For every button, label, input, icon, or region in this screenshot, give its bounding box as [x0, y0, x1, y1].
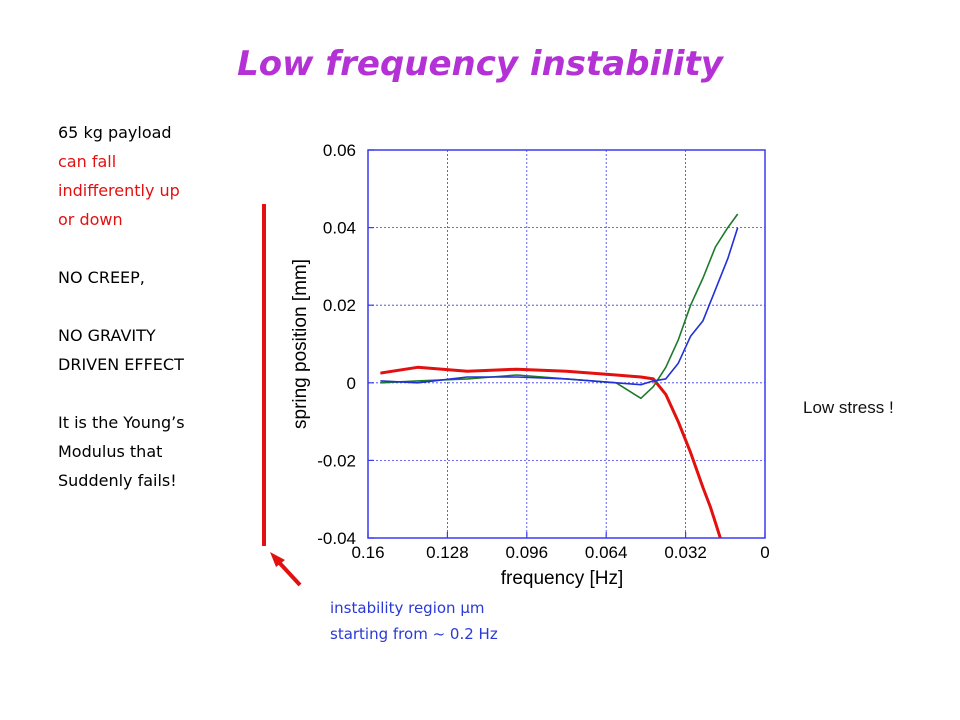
- x-tick-label: 0.064: [585, 543, 628, 562]
- spring-position-chart: 0.16 0.128 0.096 0.064 0.032 0 0.06 0.04 0.02 0 -0…: [0, 0, 960, 720]
- chart-series: [380, 214, 737, 538]
- chart-ticks: 0.16 0.128 0.096 0.064 0.032 0 0.06 0.04 0.02 0 -0…: [317, 141, 769, 562]
- y-tick-label: -0.04: [317, 529, 356, 548]
- x-tick-label: 0: [760, 543, 769, 562]
- x-tick-label: 0.16: [351, 543, 384, 562]
- chart-grid: [368, 150, 765, 538]
- series-line-1: [380, 367, 720, 538]
- y-axis-label: spring position [mm]: [290, 259, 311, 429]
- y-tick-label: 0.04: [323, 219, 356, 238]
- x-tick-label: 0.032: [664, 543, 707, 562]
- y-tick-label: 0.06: [323, 141, 356, 160]
- plot-frame: [368, 150, 765, 538]
- x-axis-label: frequency [Hz]: [501, 568, 624, 589]
- y-tick-label: 0.02: [323, 296, 356, 315]
- x-tick-label: 0.128: [426, 543, 469, 562]
- x-tick-label: 0.096: [506, 543, 549, 562]
- y-tick-label: 0: [347, 374, 356, 393]
- red-arrow-icon: [270, 552, 300, 585]
- series-line-3: [380, 228, 737, 385]
- y-tick-label: -0.02: [317, 451, 356, 470]
